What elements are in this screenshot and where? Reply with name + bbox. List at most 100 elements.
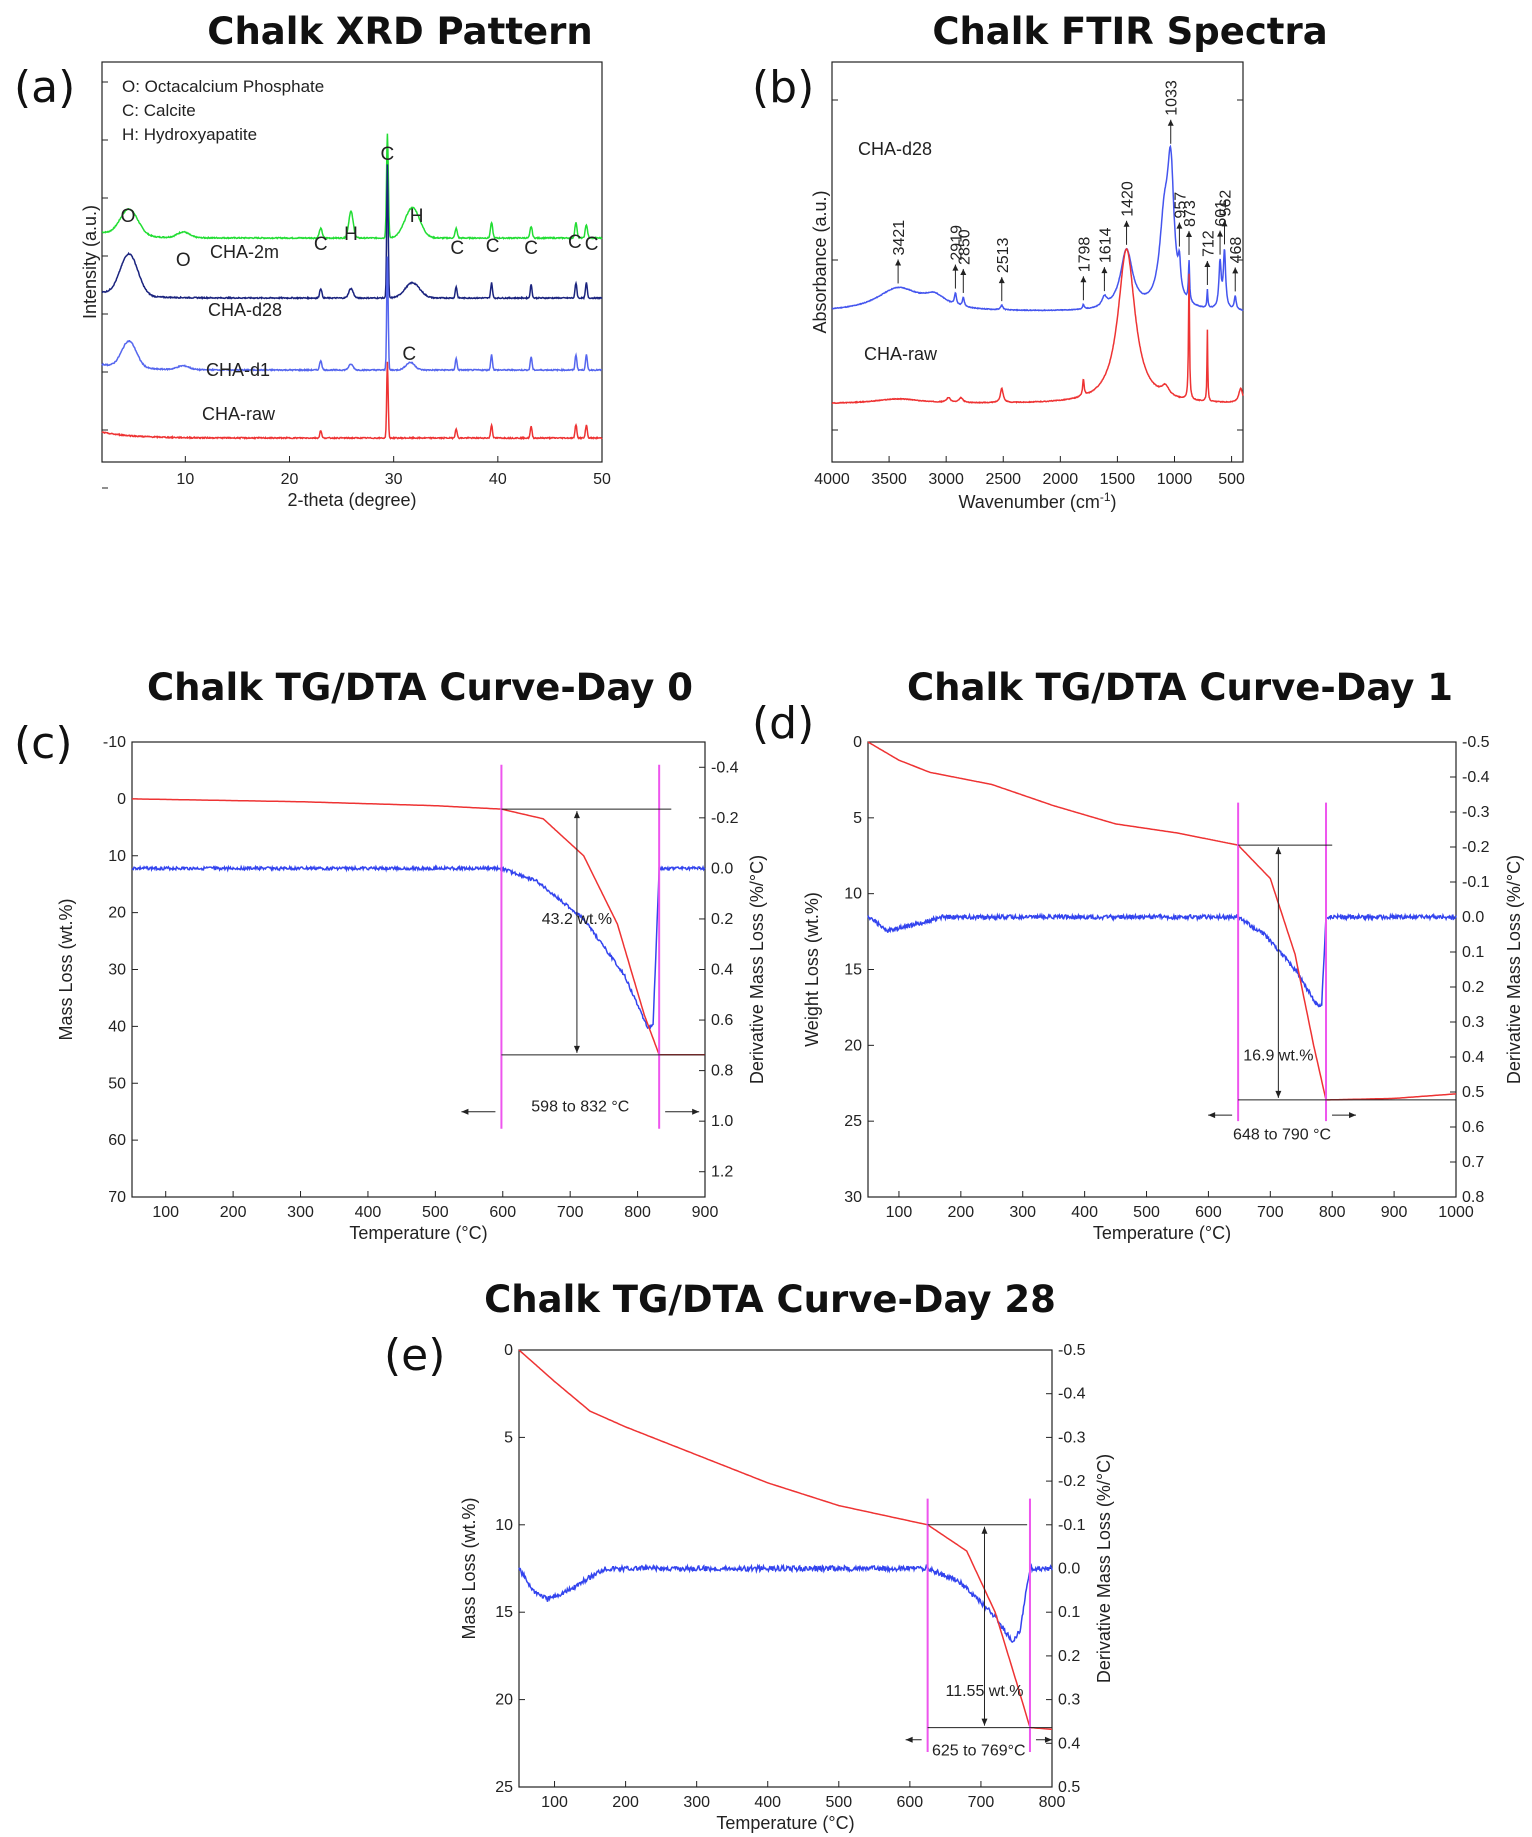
x-tick-label: 800	[1039, 1794, 1066, 1811]
dta-curve	[867, 912, 1457, 1008]
y2-tick-label: 0.0	[1058, 1561, 1080, 1578]
x-tick-label: 600	[897, 1794, 924, 1811]
range-arrowhead	[905, 1736, 913, 1743]
y2-tick-label: 0.3	[1058, 1692, 1080, 1709]
y2-tick-label: 0.2	[1462, 979, 1484, 996]
x-tick-label: 10	[176, 471, 194, 488]
dta-curve	[131, 864, 706, 1030]
x-tick-label: 20	[281, 471, 299, 488]
peak-annotation: O	[176, 250, 191, 271]
panel-e-label: (e)	[384, 1330, 446, 1381]
x-tick-label: 500	[825, 1794, 852, 1811]
plot-frame	[867, 741, 1457, 1198]
y-tick-label: 10	[108, 848, 126, 865]
peak-label: 468	[1228, 237, 1245, 264]
x-axis-label: Wavenumber (cm-1)	[958, 490, 1116, 512]
y-tick-label: 0	[504, 1342, 513, 1359]
series-label: CHA-d28	[208, 300, 282, 320]
y-tick-label: 0	[117, 791, 126, 808]
x-axis-label: Temperature (°C)	[1093, 1223, 1231, 1243]
x-tick-label: 700	[1257, 1204, 1284, 1221]
x-axis-label: Temperature (°C)	[716, 1813, 854, 1833]
series-label: CHA-raw	[202, 404, 276, 424]
loss-arrowhead	[573, 1045, 580, 1053]
plot-frame	[101, 61, 603, 463]
x-axis-label: 2-theta (degree)	[287, 490, 416, 510]
y2-tick-label: -0.4	[711, 759, 739, 776]
y2-tick-label: -0.4	[1058, 1386, 1086, 1403]
y2-axis-label: Derivative Mass Loss (%/°C)	[1504, 855, 1524, 1084]
panel-a-label: (a)	[14, 62, 76, 113]
panel-d-title: Chalk TG/DTA Curve-Day 1	[907, 666, 1453, 709]
y-tick-label: 70	[108, 1189, 126, 1206]
x-tick-label: 1000	[1157, 471, 1193, 488]
y-axis-label: Weight Loss (wt.%)	[802, 892, 822, 1047]
loss-label: 43.2 wt.%	[542, 911, 612, 928]
peak-annotation: C	[402, 344, 416, 365]
tg-curve	[132, 798, 705, 1056]
x-tick-label: 400	[754, 1794, 781, 1811]
y2-tick-label: 1.2	[711, 1164, 733, 1181]
panel-d-label: (d)	[752, 698, 815, 749]
series-line-CHA-raw	[831, 247, 1244, 405]
y2-tick-label: 0.1	[1058, 1604, 1080, 1621]
x-tick-label: 800	[624, 1204, 651, 1221]
peak-label: 3421	[891, 220, 908, 256]
peak-arrowhead	[960, 268, 967, 275]
peak-arrowhead	[1204, 260, 1211, 267]
y2-tick-label: 0.0	[711, 860, 733, 877]
x-tick-label: 500	[1133, 1204, 1160, 1221]
y2-tick-label: -0.2	[1462, 839, 1490, 856]
peak-annotation: C	[486, 236, 500, 257]
x-tick-label: 700	[557, 1204, 584, 1221]
x-tick-label: 3500	[871, 471, 907, 488]
y-tick-label: 10	[495, 1517, 513, 1534]
x-tick-label: 800	[1319, 1204, 1346, 1221]
x-tick-label: 100	[152, 1204, 179, 1221]
peak-annotation: C	[381, 144, 395, 165]
x-tick-label: 100	[886, 1204, 913, 1221]
peak-label: 2919	[948, 225, 965, 261]
panel-e-title: Chalk TG/DTA Curve-Day 28	[484, 1278, 1056, 1321]
y-tick-label: 5	[504, 1429, 513, 1446]
peak-arrowhead	[1123, 220, 1130, 227]
range-arrowhead	[1208, 1112, 1216, 1119]
legend-entry: O: Octacalcium Phosphate	[122, 77, 324, 96]
y2-tick-label: 0.6	[1462, 1119, 1484, 1136]
range-label: 598 to 832 °C	[531, 1099, 629, 1116]
x-tick-label: 2000	[1043, 471, 1079, 488]
peak-label: 957	[1172, 192, 1189, 219]
y2-axis-label: Derivative Mass Loss (%/°C)	[747, 855, 767, 1084]
y2-tick-label: 0.0	[1462, 909, 1484, 926]
y-tick-label: 20	[844, 1037, 862, 1054]
y2-tick-label: -0.3	[1462, 804, 1490, 821]
loss-arrowhead	[1275, 1090, 1282, 1098]
y2-tick-label: -0.1	[1462, 874, 1490, 891]
y2-tick-label: -0.2	[711, 810, 739, 827]
peak-arrowhead	[998, 277, 1005, 284]
series-line-CHA-d28	[101, 164, 603, 301]
peak-annotation: H	[344, 224, 358, 245]
peak-arrowhead	[952, 264, 959, 271]
range-label: 625 to 769°C	[932, 1743, 1026, 1760]
range-arrowhead	[461, 1108, 469, 1115]
y-tick-label: 15	[495, 1604, 513, 1621]
x-axis-label: Temperature (°C)	[349, 1223, 487, 1243]
loss-arrowhead	[573, 811, 580, 819]
range-arrowhead	[692, 1108, 700, 1115]
legend-entry: C: Calcite	[122, 101, 196, 120]
y-tick-label: 20	[108, 905, 126, 922]
y-tick-label: -10	[103, 734, 126, 751]
x-tick-label: 400	[1071, 1204, 1098, 1221]
peak-label: 1614	[1097, 227, 1114, 263]
peak-annotation: C	[314, 234, 328, 255]
peak-annotation: H	[410, 206, 424, 227]
y-tick-label: 30	[108, 962, 126, 979]
loss-label: 11.55 wt.%	[946, 1683, 1024, 1700]
y-tick-label: 20	[495, 1692, 513, 1709]
y2-tick-label: 0.2	[711, 911, 733, 928]
peak-label: 1420	[1120, 181, 1137, 217]
x-tick-label: 3000	[928, 471, 964, 488]
y-tick-label: 60	[108, 1132, 126, 1149]
y2-tick-label: -0.1	[1058, 1517, 1086, 1534]
